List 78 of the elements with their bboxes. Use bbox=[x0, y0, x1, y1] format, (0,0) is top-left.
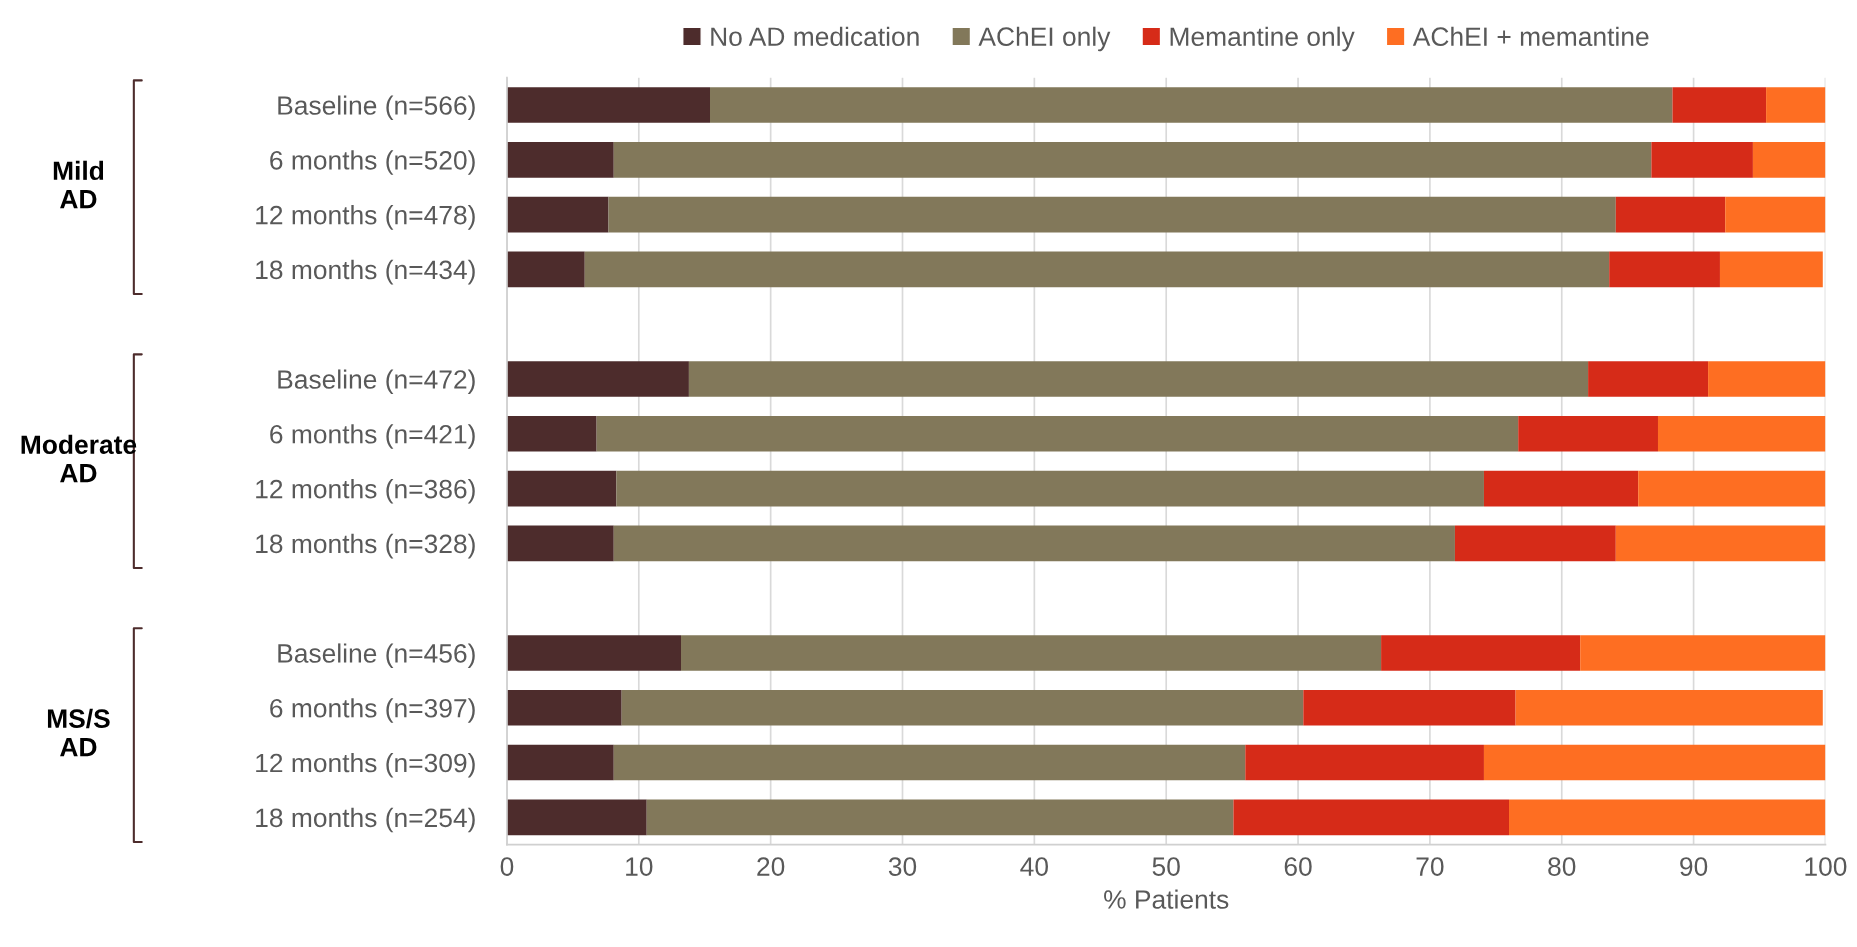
bar bbox=[621, 689, 1304, 726]
legend-label: No AD medication bbox=[711, 26, 919, 47]
x-tick-label: 100 bbox=[1805, 857, 1847, 876]
bar bbox=[1233, 799, 1509, 836]
x-tick-label: 30 bbox=[888, 857, 917, 876]
legend-label: Memantine only bbox=[1170, 26, 1355, 52]
bar bbox=[506, 196, 609, 233]
bar bbox=[1651, 142, 1753, 178]
bar bbox=[710, 87, 1673, 123]
bar bbox=[1245, 744, 1484, 781]
text: Mild AD bbox=[53, 160, 104, 209]
y-tick-label: Baseline (n=456) bbox=[278, 643, 475, 668]
legend-label: AChEI + memantine bbox=[1412, 26, 1649, 47]
bar bbox=[506, 251, 585, 288]
bar bbox=[1518, 415, 1658, 452]
bar bbox=[1609, 251, 1720, 288]
bar bbox=[506, 744, 614, 781]
bar bbox=[1638, 470, 1826, 507]
bar bbox=[1454, 525, 1616, 562]
bar bbox=[1483, 470, 1639, 507]
y-tick-label: 18 months (n=328) bbox=[256, 533, 475, 559]
bar bbox=[1766, 87, 1826, 123]
bar bbox=[613, 142, 1652, 178]
x-tick-label: 70 bbox=[1416, 857, 1444, 876]
bar bbox=[506, 361, 689, 397]
bar bbox=[506, 470, 617, 507]
bar bbox=[584, 251, 1610, 288]
bar bbox=[1708, 361, 1826, 397]
x-tick-label: 90 bbox=[1680, 857, 1708, 876]
x-tick-label: 50 bbox=[1152, 857, 1180, 876]
bar bbox=[613, 525, 1455, 562]
bar bbox=[681, 635, 1382, 671]
text: MS/S AD bbox=[47, 708, 110, 757]
bar bbox=[506, 415, 597, 452]
bar bbox=[1509, 799, 1826, 836]
bar bbox=[596, 415, 1519, 452]
bar bbox=[506, 689, 622, 726]
bar bbox=[1483, 744, 1826, 781]
bar bbox=[506, 87, 711, 123]
x-tick-label: 10 bbox=[626, 857, 653, 876]
bar bbox=[1515, 689, 1823, 726]
bar bbox=[506, 799, 647, 836]
x-tick-label: 20 bbox=[757, 857, 785, 876]
y-tick-label: 18 months (n=434) bbox=[256, 259, 475, 285]
bar bbox=[506, 142, 614, 178]
bar bbox=[1615, 196, 1726, 233]
y-tick-label: Baseline (n=566) bbox=[278, 95, 475, 121]
y-tick-label: 12 months (n=309) bbox=[256, 752, 475, 778]
bar bbox=[1588, 361, 1709, 397]
bar bbox=[1672, 87, 1767, 123]
bar bbox=[608, 196, 1616, 233]
y-tick-label: 6 months (n=421) bbox=[270, 424, 475, 449]
x-tick-label: 40 bbox=[1020, 857, 1048, 876]
legend-label: AChEI only bbox=[978, 26, 1111, 52]
y-tick-label: 12 months (n=386) bbox=[256, 479, 475, 504]
bar bbox=[1752, 142, 1826, 178]
bar bbox=[1303, 689, 1516, 726]
bar bbox=[613, 744, 1246, 781]
y-tick-label: Baseline (n=472) bbox=[278, 369, 475, 395]
bar bbox=[1580, 635, 1826, 671]
bar bbox=[1381, 635, 1581, 671]
bar bbox=[1725, 196, 1826, 233]
bar bbox=[1657, 415, 1826, 452]
bar bbox=[616, 470, 1484, 507]
bar bbox=[506, 635, 681, 671]
x-tick-label: 0 bbox=[500, 857, 514, 876]
bar bbox=[688, 361, 1589, 397]
y-tick-label: 6 months (n=520) bbox=[270, 150, 475, 175]
bar bbox=[1719, 251, 1823, 288]
bar bbox=[1615, 525, 1826, 562]
bar bbox=[646, 799, 1234, 836]
x-tick-label: 80 bbox=[1548, 857, 1576, 876]
x-axis-title: % Patients bbox=[1104, 889, 1229, 909]
bar bbox=[506, 525, 614, 562]
y-tick-label: 6 months (n=397) bbox=[270, 698, 475, 723]
y-tick-label: 18 months (n=254) bbox=[256, 807, 475, 833]
x-tick-label: 60 bbox=[1284, 857, 1312, 876]
y-tick-label: 12 months (n=478) bbox=[256, 205, 475, 230]
